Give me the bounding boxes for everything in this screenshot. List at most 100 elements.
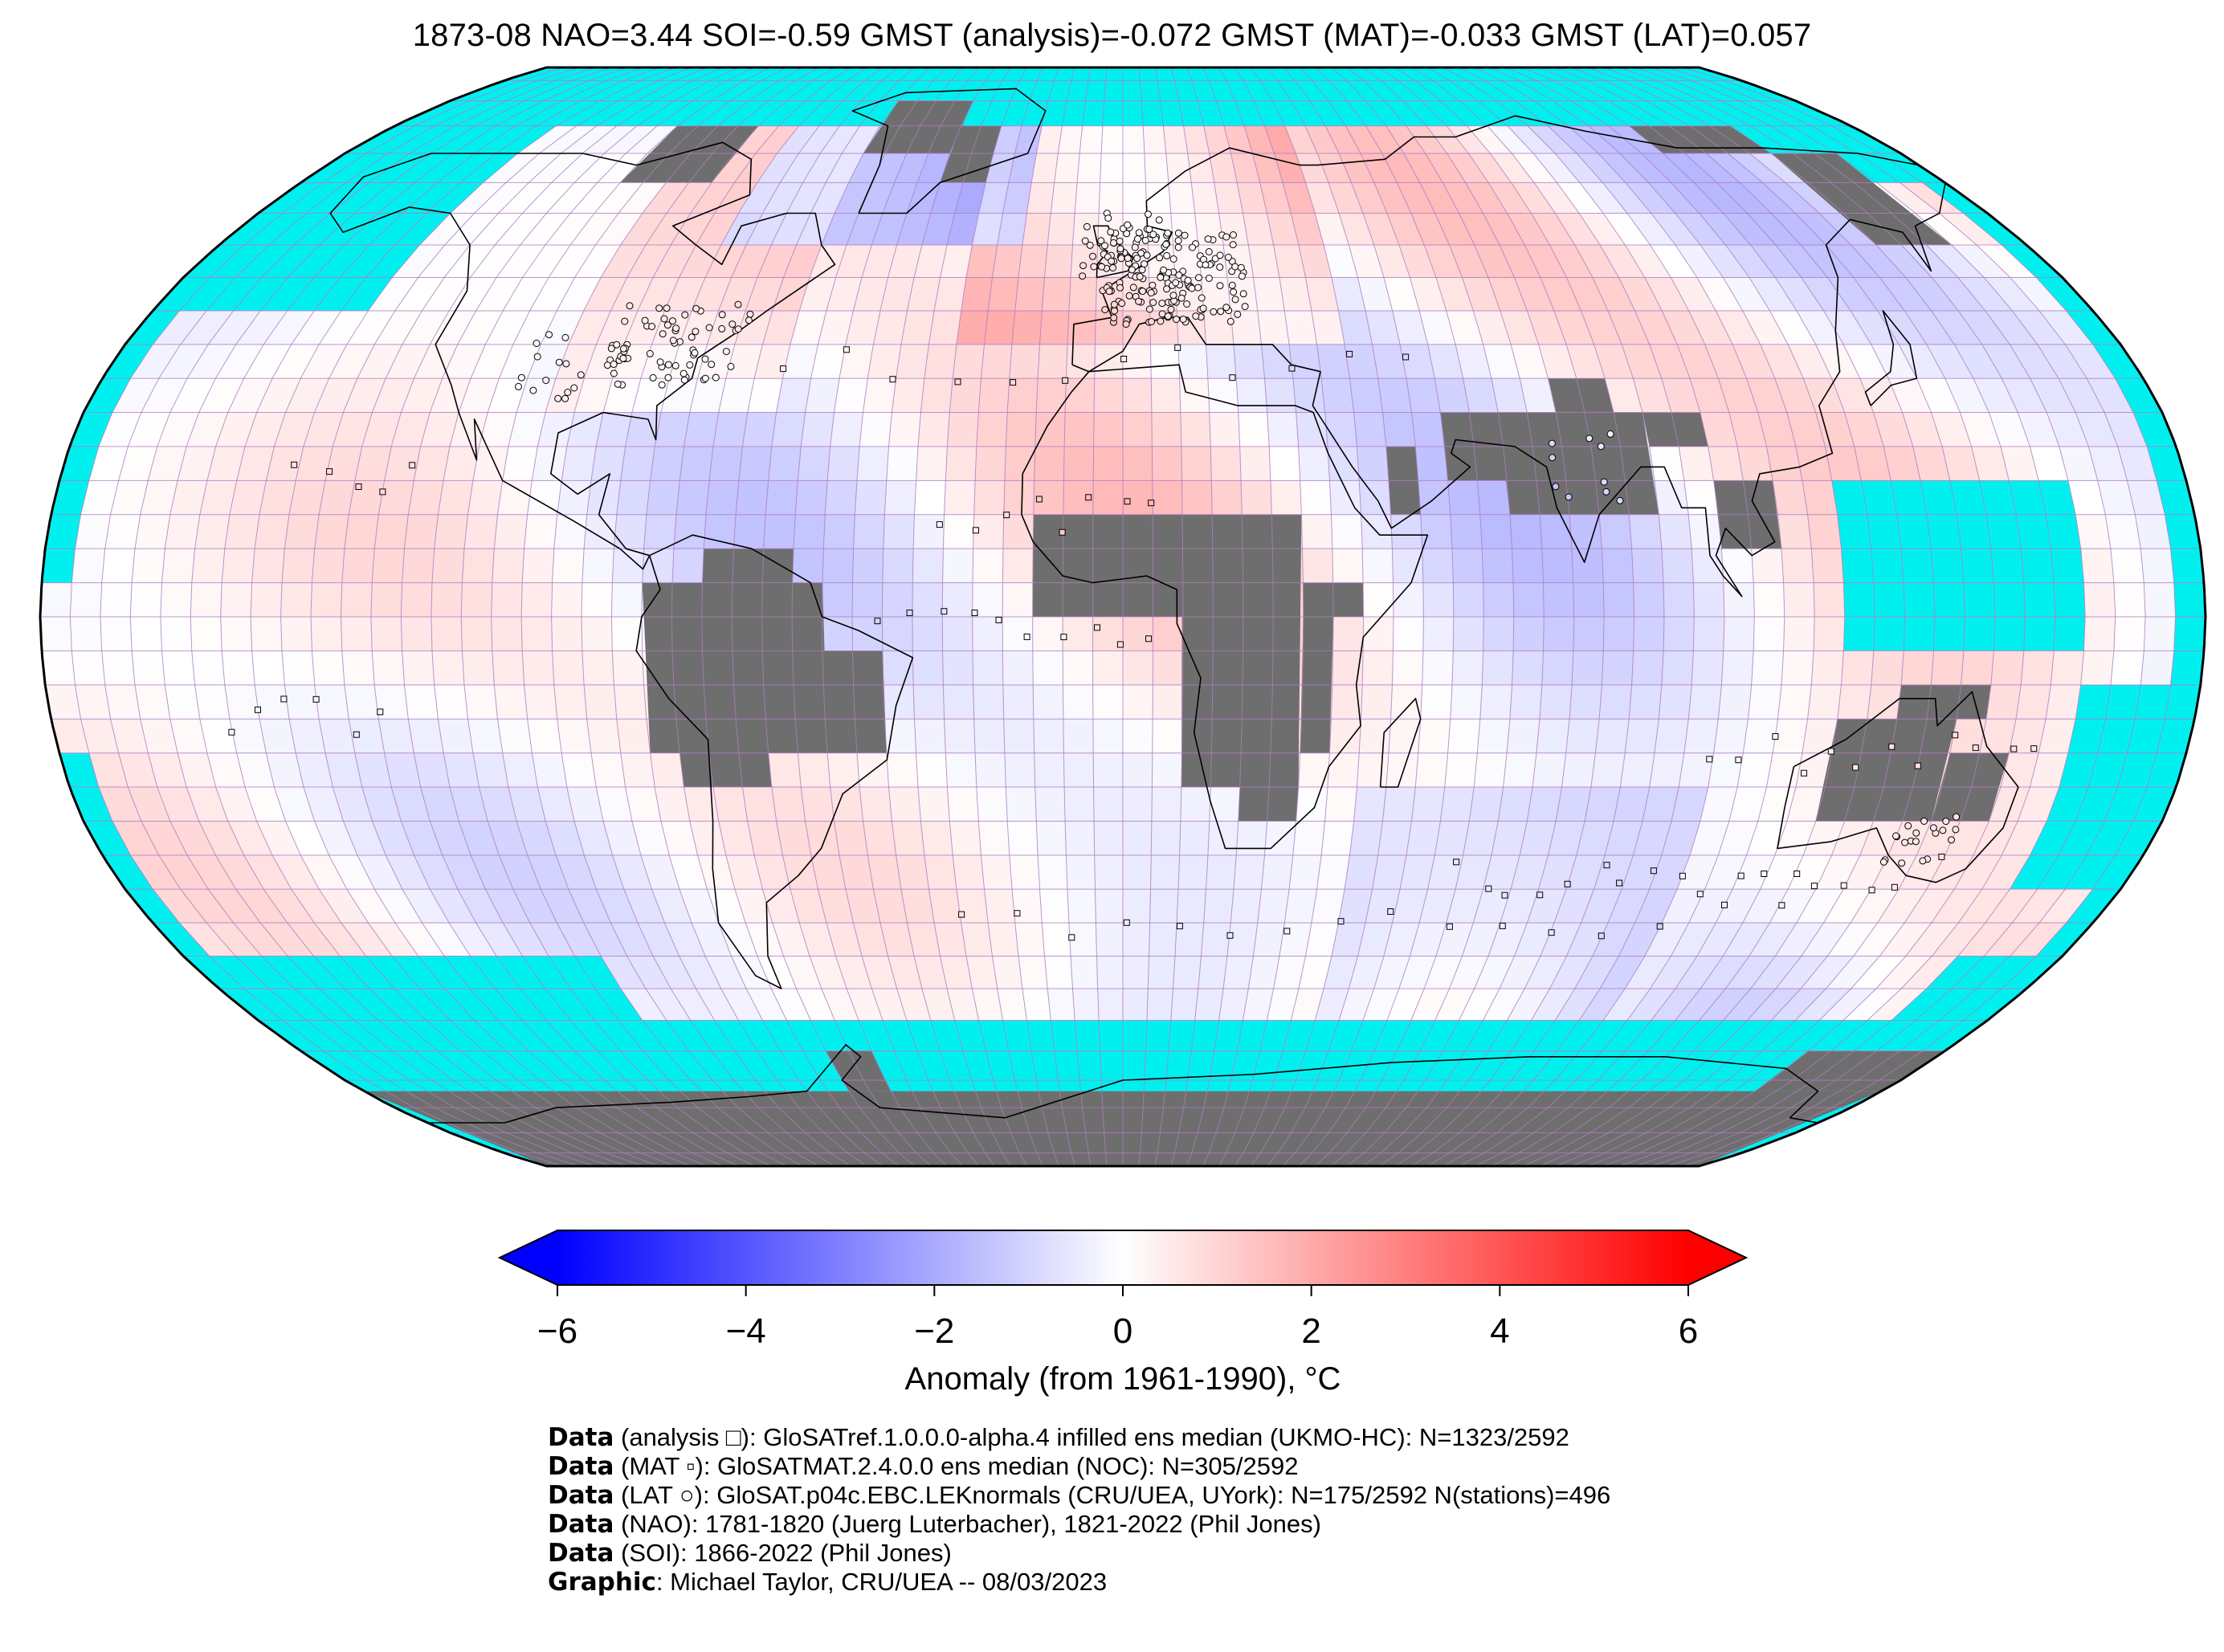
mat-marker bbox=[1840, 882, 1847, 889]
anomaly-cell bbox=[1243, 213, 1274, 245]
anomaly-cell bbox=[361, 412, 402, 447]
credit-line: Data (analysis □): GloSATref.1.0.0.0-alp… bbox=[548, 1423, 1610, 1452]
anomaly-cell bbox=[1264, 125, 1296, 153]
anomaly-cell bbox=[2088, 447, 2128, 481]
anomaly-cell bbox=[1064, 787, 1095, 822]
anomaly-cell bbox=[2030, 378, 2076, 413]
anomaly-cell bbox=[1986, 684, 2022, 720]
anomaly-cell bbox=[1916, 378, 1961, 413]
mat-marker bbox=[379, 488, 386, 496]
anomaly-cell bbox=[853, 514, 885, 549]
anomaly-cell bbox=[552, 651, 585, 685]
anomaly-cell bbox=[669, 855, 708, 890]
anomaly-cell bbox=[1453, 617, 1484, 651]
anomaly-cell bbox=[1796, 889, 1844, 924]
anomaly-cell bbox=[520, 213, 571, 245]
lat-station-marker bbox=[517, 373, 525, 381]
anomaly-cell bbox=[300, 344, 347, 379]
anomaly-cell bbox=[1483, 344, 1520, 379]
anomaly-cell bbox=[1410, 213, 1450, 245]
anomaly-cell bbox=[1807, 684, 1842, 720]
anomaly-cell bbox=[1418, 719, 1451, 753]
anomaly-cell bbox=[1191, 182, 1219, 214]
anomaly-cell bbox=[900, 310, 935, 345]
anomaly-cell bbox=[1843, 344, 1889, 379]
anomaly-cell bbox=[1788, 344, 1832, 379]
lat-station-marker bbox=[1222, 233, 1230, 241]
anomaly-cell bbox=[1198, 956, 1227, 989]
anomaly-cell bbox=[1844, 412, 1884, 447]
lat-station-marker bbox=[515, 382, 522, 390]
lat-station-marker bbox=[1164, 229, 1172, 237]
anomaly-cell bbox=[1365, 125, 1404, 153]
anomaly-cell bbox=[178, 447, 216, 481]
anomaly-cell bbox=[1038, 344, 1067, 379]
anomaly-cell bbox=[1450, 684, 1483, 720]
mat-marker bbox=[1827, 748, 1834, 755]
mat-marker bbox=[1145, 635, 1152, 642]
anomaly-cell bbox=[227, 378, 272, 413]
anomaly-cell bbox=[679, 245, 721, 278]
anomaly-cell bbox=[596, 787, 632, 822]
coastlines bbox=[329, 88, 2019, 1124]
lat-station-marker bbox=[1136, 272, 1144, 280]
anomaly-cell bbox=[1766, 447, 1802, 481]
anomaly-cell bbox=[430, 821, 471, 855]
anomaly-cell bbox=[1555, 153, 1603, 183]
anomaly-cell bbox=[1796, 310, 1844, 345]
anomaly-cell bbox=[198, 821, 244, 855]
anomaly-cell bbox=[1315, 989, 1349, 1021]
anomaly-cell bbox=[1203, 125, 1231, 153]
anomaly-cell bbox=[1210, 447, 1242, 481]
anomaly-cell bbox=[714, 182, 757, 214]
anomaly-cell bbox=[918, 412, 950, 447]
anomaly-cell bbox=[527, 480, 562, 515]
anomaly-cell bbox=[1659, 514, 1692, 549]
anomaly-cell bbox=[1916, 821, 1961, 855]
anomaly-cell bbox=[1093, 412, 1123, 447]
anomaly-cell bbox=[1332, 651, 1364, 685]
anomaly-cell bbox=[1146, 989, 1173, 1021]
anomaly-cell bbox=[229, 480, 267, 515]
anomaly-cell bbox=[508, 412, 546, 447]
anomaly-cell bbox=[2012, 889, 2066, 924]
anomaly-cell bbox=[1446, 889, 1483, 924]
anomaly-cell bbox=[1740, 182, 1796, 214]
anomaly-cell bbox=[1331, 514, 1363, 549]
anomaly-cell bbox=[1007, 378, 1039, 413]
anomaly-cell bbox=[1063, 447, 1094, 481]
lat-station-marker bbox=[646, 349, 654, 357]
lat-station-marker bbox=[1145, 226, 1153, 233]
anomaly-cell bbox=[1427, 344, 1463, 379]
anomaly-cell bbox=[1400, 855, 1435, 890]
lat-station-marker bbox=[1173, 316, 1180, 324]
anomaly-cell bbox=[1234, 855, 1265, 890]
lat-station-marker bbox=[564, 389, 572, 396]
anomaly-cell bbox=[1524, 245, 1567, 278]
anomaly-cell bbox=[1819, 989, 1876, 1021]
anomaly-cell bbox=[1815, 412, 1855, 447]
anomaly-cell bbox=[1625, 182, 1675, 214]
anomaly-cell bbox=[839, 344, 874, 379]
anomaly-cell bbox=[882, 549, 914, 583]
anomaly-cell bbox=[245, 412, 286, 447]
anomaly-cell bbox=[2018, 412, 2059, 447]
anomaly-cell bbox=[190, 617, 222, 651]
anomaly-cell bbox=[1397, 182, 1435, 214]
anomaly-cell bbox=[1482, 549, 1514, 583]
anomaly-cell bbox=[1411, 412, 1445, 447]
lat-station-marker bbox=[1901, 838, 1909, 846]
anomaly-cell bbox=[1826, 956, 1880, 989]
anomaly-cell bbox=[1961, 651, 1994, 685]
anomaly-cell bbox=[467, 719, 503, 753]
anomaly-cell bbox=[1513, 582, 1545, 617]
land-no-data-cell bbox=[642, 582, 828, 753]
lat-station-marker bbox=[1231, 296, 1239, 304]
anomaly-cell bbox=[1123, 719, 1153, 753]
anomaly-cell bbox=[370, 582, 402, 617]
anomaly-cell bbox=[1851, 310, 1900, 345]
anomaly-cell bbox=[1148, 956, 1175, 989]
anomaly-cell bbox=[112, 821, 159, 855]
coastline-south-america bbox=[635, 534, 914, 989]
anomaly-cell bbox=[798, 125, 840, 153]
